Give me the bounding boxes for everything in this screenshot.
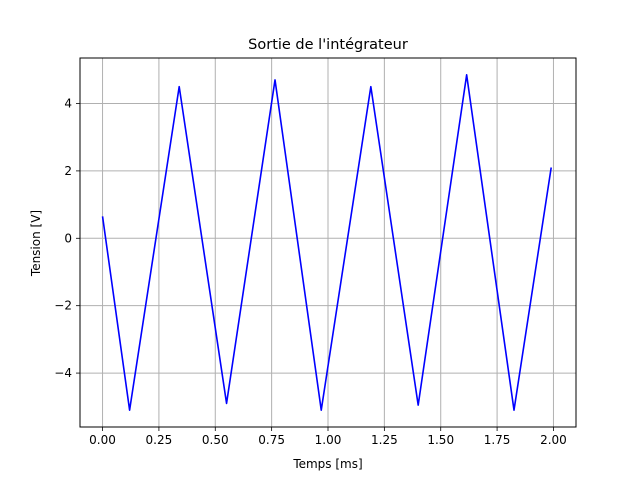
- y-tick-label: −4: [54, 366, 72, 380]
- series-line: [101, 74, 552, 411]
- x-tick-label: 0.00: [89, 433, 116, 447]
- x-tick-label: 1.00: [315, 433, 342, 447]
- grid: [80, 58, 576, 427]
- x-tick-label: 0.75: [258, 433, 285, 447]
- y-tick-label: 0: [64, 231, 72, 245]
- series-layer: [101, 74, 552, 411]
- ticks: 0.00 0.25 0.50 0.75 1.00 1.25 1.50 1.75 2.00 −4 −2…: [54, 96, 567, 447]
- y-tick-label: −2: [54, 299, 72, 313]
- y-tick-label: 4: [64, 96, 72, 110]
- chart-title: Sortie de l'intégrateur: [248, 37, 408, 53]
- x-tick-label: 0.25: [146, 433, 173, 447]
- x-tick-label: 1.50: [427, 433, 454, 447]
- x-tick-label: 1.75: [484, 433, 511, 447]
- y-axis-label: Tension [V]: [29, 210, 43, 277]
- x-tick-label: 1.25: [371, 433, 398, 447]
- y-tick-label: 2: [64, 164, 72, 178]
- x-axis-label: Temps [ms]: [292, 457, 362, 471]
- x-tick-label: 2.00: [540, 433, 567, 447]
- x-tick-label: 0.50: [202, 433, 229, 447]
